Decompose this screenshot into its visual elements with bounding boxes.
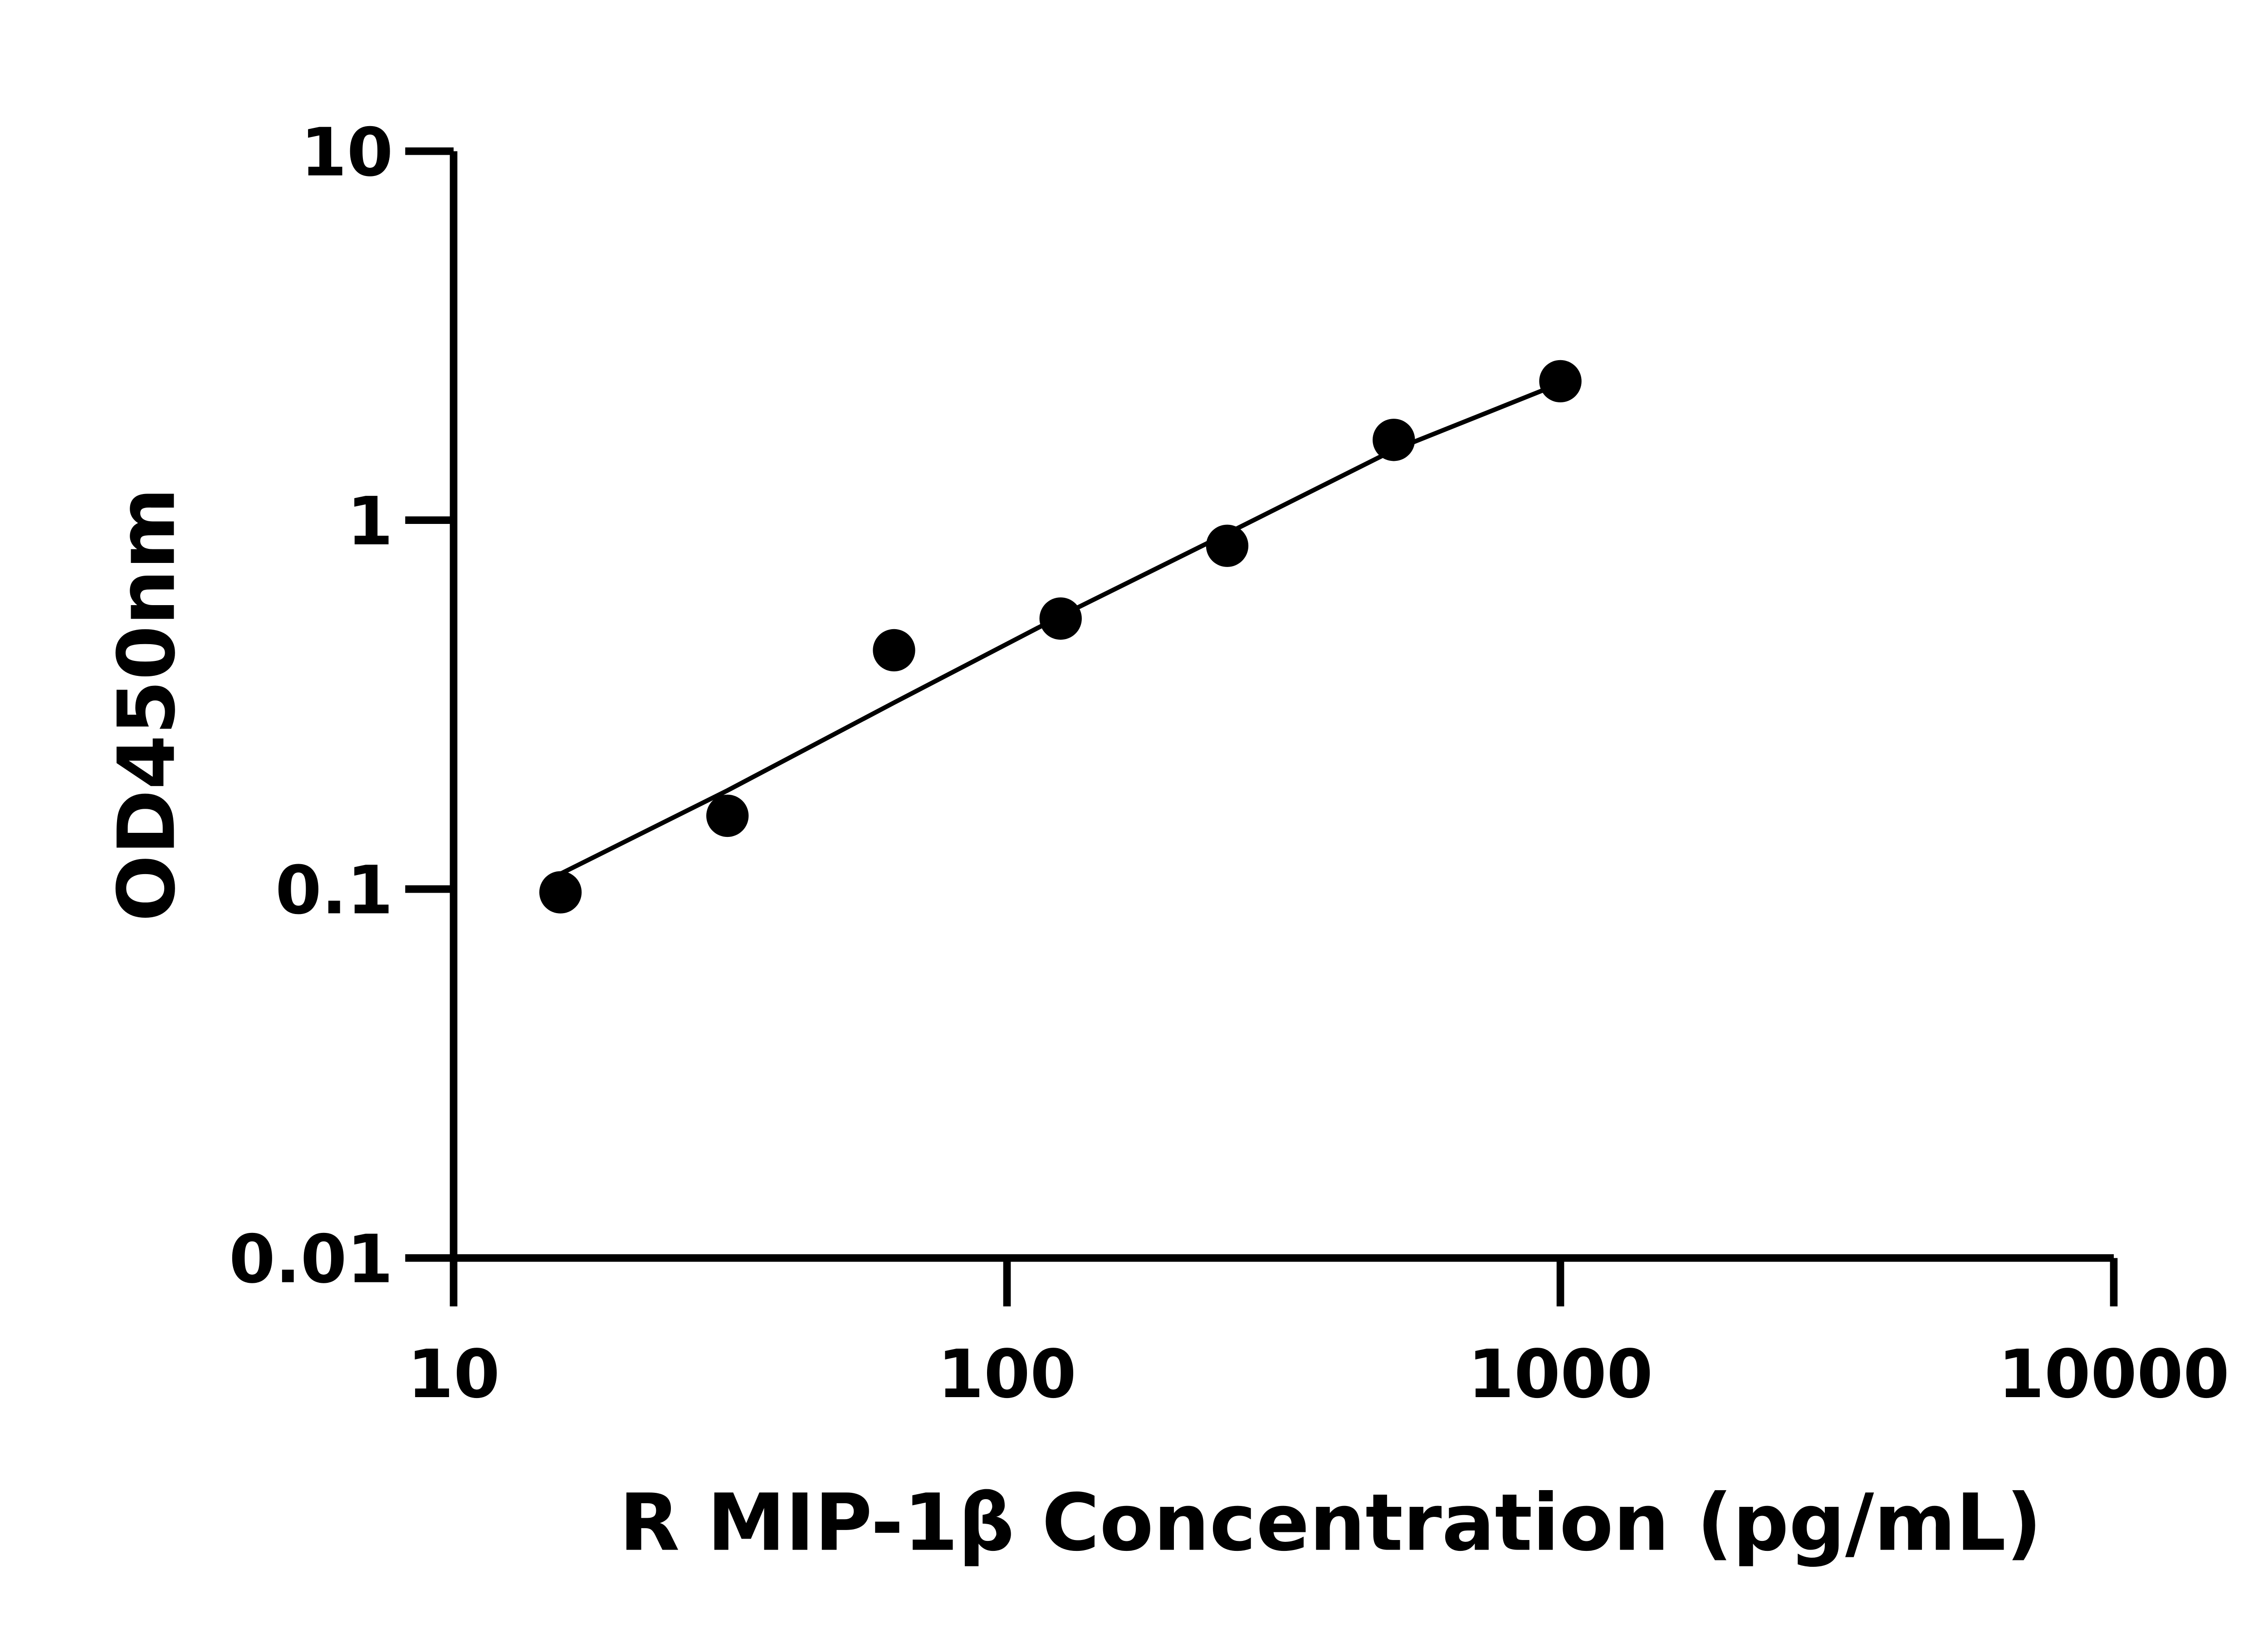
- y-tick-label: 10: [301, 114, 393, 191]
- data-points: [539, 360, 1582, 914]
- axes: 10 100 1000 10000 0.01 0.1 1 10: [229, 114, 2229, 1413]
- y-axis-label: OD450nm: [101, 488, 192, 922]
- x-tick-label: 1000: [1468, 1335, 1653, 1413]
- data-point: [1039, 597, 1082, 640]
- y-tick-label: 0.01: [229, 1221, 393, 1298]
- data-point: [873, 629, 915, 672]
- data-point: [1206, 524, 1249, 567]
- x-tick-label: 10000: [1998, 1335, 2229, 1413]
- data-point: [539, 871, 582, 914]
- x-tick-label: 100: [938, 1335, 1076, 1413]
- data-point: [1539, 360, 1582, 403]
- x-tick-label: 10: [407, 1335, 500, 1413]
- x-axis-label: R MIP-1β Concentration (pg/mL): [619, 1477, 2042, 1569]
- y-tick-label: 1: [347, 483, 393, 560]
- data-point: [706, 794, 749, 837]
- data-point: [1373, 419, 1415, 461]
- y-tick-label: 0.1: [275, 851, 393, 929]
